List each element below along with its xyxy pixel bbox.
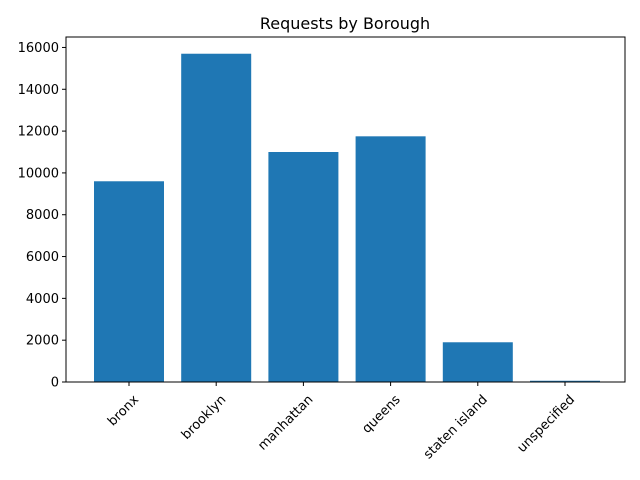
plot-frame bbox=[65, 36, 626, 383]
x-tick-label-staten-island: staten island bbox=[421, 392, 491, 462]
x-axis: bronx brooklyn manhattan queens staten islan… bbox=[105, 382, 578, 462]
chart-title: Requests by Borough bbox=[260, 14, 430, 33]
y-tick-label: 8000 bbox=[26, 208, 59, 223]
y-tick-label: 10000 bbox=[18, 166, 59, 181]
x-tick-label-unspecified: unspecified bbox=[515, 392, 578, 455]
x-tick-label-queens: queens bbox=[359, 392, 403, 436]
bars-group bbox=[94, 53, 600, 383]
x-tick-label-manhattan: manhattan bbox=[255, 392, 316, 453]
y-tick-label: 2000 bbox=[26, 334, 59, 349]
x-tick-label-bronx: bronx bbox=[105, 392, 142, 429]
y-tick-label: 0 bbox=[51, 376, 59, 391]
x-tick-label-brooklyn: brooklyn bbox=[179, 392, 229, 442]
bar-brooklyn bbox=[181, 53, 252, 383]
bar-unspecified bbox=[530, 380, 600, 382]
y-tick-label: 12000 bbox=[18, 125, 59, 140]
y-tick-label: 16000 bbox=[18, 41, 59, 56]
bar-manhattan bbox=[268, 152, 339, 382]
bar-queens bbox=[355, 136, 426, 382]
y-tick-label: 6000 bbox=[26, 250, 59, 265]
y-axis: 0 2000 4000 6000 8000 10000 12000 14000 16000 bbox=[18, 41, 66, 391]
y-tick-label: 4000 bbox=[26, 292, 59, 307]
y-tick-label: 14000 bbox=[18, 83, 59, 98]
bar-staten-island bbox=[442, 342, 513, 382]
bar-bronx bbox=[94, 181, 164, 382]
